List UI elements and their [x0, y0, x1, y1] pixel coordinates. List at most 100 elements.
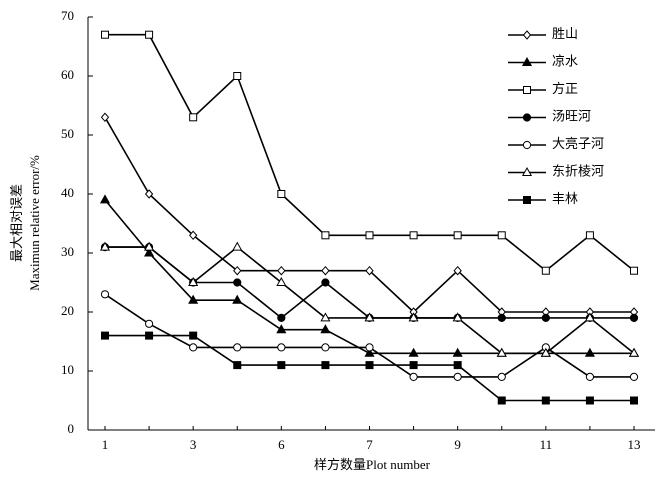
data-point [321, 278, 330, 287]
data-point [321, 343, 330, 352]
data-point [233, 278, 242, 287]
data-point [497, 396, 506, 405]
data-point [100, 112, 110, 123]
data-point [585, 231, 594, 240]
data-point [364, 312, 375, 322]
data-point [541, 396, 550, 405]
legend-label: 大亮子河 [552, 136, 604, 151]
data-point [189, 113, 198, 122]
x-tick-label: 13 [628, 437, 641, 452]
data-point [452, 347, 463, 357]
data-point [408, 312, 419, 322]
data-point [585, 372, 595, 381]
data-point [277, 313, 286, 322]
data-point [144, 241, 155, 251]
data-point [232, 241, 243, 251]
data-point [629, 372, 639, 381]
legend-marker [521, 56, 533, 66]
data-point [409, 361, 418, 370]
data-point [233, 72, 242, 80]
legend-label: 凉水 [552, 53, 578, 68]
data-point [232, 294, 243, 304]
data-point [409, 372, 418, 381]
data-point [144, 319, 154, 328]
data-point [101, 30, 109, 39]
data-point [365, 231, 374, 240]
data-point [320, 324, 331, 334]
data-point [540, 347, 551, 357]
data-point [321, 361, 330, 370]
data-point [189, 331, 198, 340]
x-tick-label: 3 [190, 437, 197, 452]
data-point [365, 361, 374, 370]
data-point [144, 189, 154, 199]
data-point [585, 396, 594, 405]
data-point [277, 361, 286, 370]
y-tick-label: 60 [61, 67, 74, 82]
y-tick-label: 70 [61, 8, 74, 23]
data-point [145, 331, 154, 340]
data-point [630, 266, 638, 275]
data-point [276, 324, 287, 334]
data-point [453, 231, 462, 240]
data-point [364, 347, 375, 357]
y-tick-label: 10 [61, 362, 74, 377]
data-point [452, 312, 463, 322]
legend-marker [523, 86, 531, 94]
data-point [144, 247, 155, 257]
data-point [233, 361, 242, 370]
data-point [99, 241, 111, 251]
legend-label: 胜山 [552, 26, 578, 41]
data-point [277, 190, 286, 198]
legend-marker [522, 140, 532, 150]
legend-marker [523, 196, 531, 204]
data-point [321, 265, 330, 276]
x-tick-label: 6 [278, 437, 285, 452]
data-point [320, 312, 331, 322]
y-axis-label: 最大相对误差 [9, 184, 24, 262]
data-point [453, 265, 462, 276]
data-point [99, 194, 111, 204]
y-tick-label: 20 [61, 303, 74, 318]
data-point [277, 343, 286, 352]
series-line [105, 246, 634, 319]
data-point [189, 230, 198, 241]
x-tick-label: 7 [366, 437, 373, 452]
data-point [496, 347, 507, 357]
data-point [277, 265, 286, 276]
legend-label: 东折棱河 [552, 163, 604, 178]
data-point [497, 372, 506, 381]
data-point [101, 331, 109, 340]
data-point [453, 372, 462, 381]
legend-marker [522, 30, 532, 40]
data-point [630, 396, 638, 405]
x-axis-label: 样方数量Plot number [314, 457, 431, 472]
data-point [145, 30, 154, 39]
y-tick-label: 50 [61, 126, 74, 141]
data-point [408, 347, 419, 357]
legend-marker [522, 113, 532, 122]
x-tick-label: 11 [540, 437, 553, 452]
data-point [321, 231, 330, 240]
data-point [628, 347, 640, 357]
data-point [541, 266, 550, 275]
x-tick-label: 1 [102, 437, 109, 452]
data-point [188, 276, 199, 286]
y-tick-label: 0 [68, 421, 75, 436]
y-axis-label: Maximun relative error/% [27, 155, 42, 291]
data-point [453, 361, 462, 370]
x-tick-label: 9 [454, 437, 461, 452]
legend-label: 汤旺河 [552, 108, 591, 123]
y-tick-label: 40 [61, 185, 74, 200]
series-line [104, 199, 634, 355]
data-point [584, 347, 595, 357]
data-point [276, 276, 287, 286]
data-point [189, 343, 198, 352]
data-point [541, 313, 550, 322]
data-point [584, 312, 595, 322]
data-point [233, 343, 242, 352]
data-point [365, 343, 374, 352]
data-point [100, 290, 110, 299]
data-point [188, 294, 199, 304]
